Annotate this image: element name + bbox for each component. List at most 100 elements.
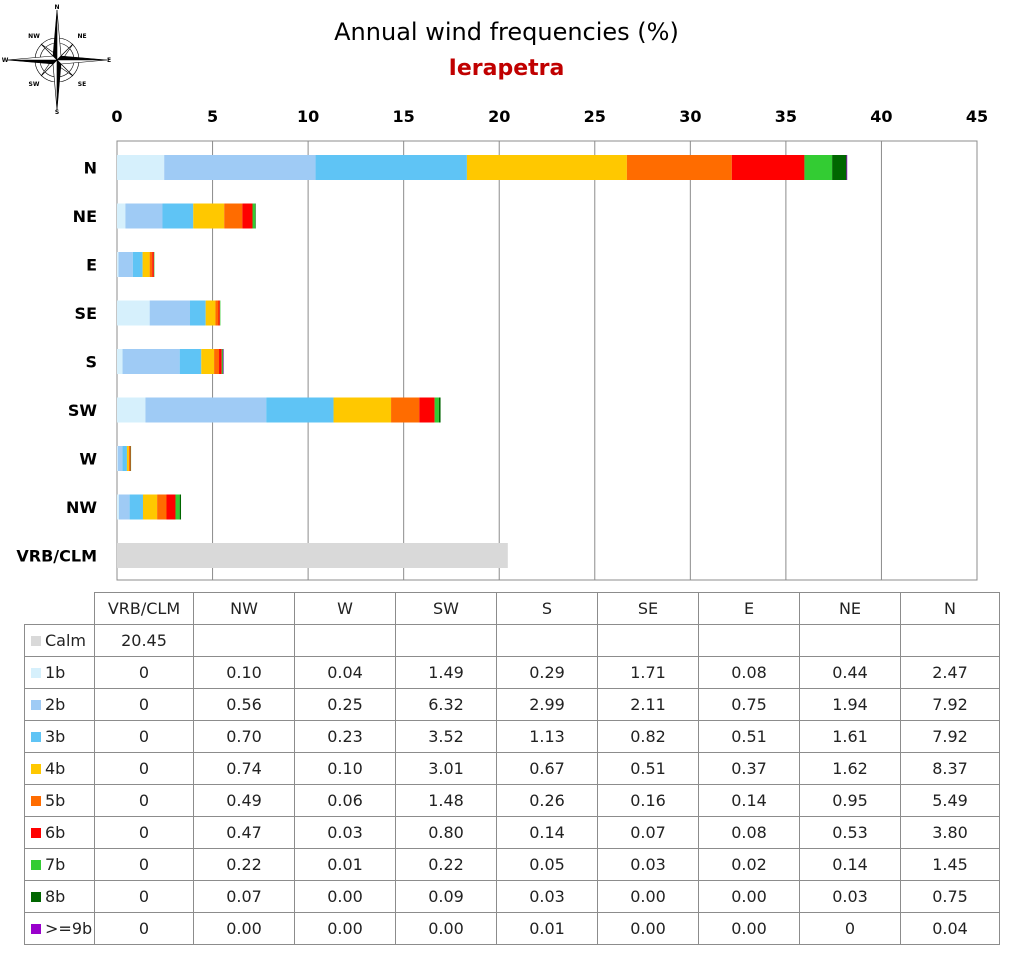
bar-segment [222,349,224,374]
table-cell: 1.48 [395,784,497,817]
table-cell: 1.45 [900,848,1000,881]
bar-segment [129,446,131,471]
table-cell: 0.00 [597,880,699,913]
legend-swatch [31,923,41,934]
table-cell: 0.10 [294,752,396,785]
table-row-header: 7b [24,848,95,881]
table-cell: 0.07 [193,880,295,913]
table-cell: 0 [94,688,194,721]
table-cell: 3.80 [900,816,1000,849]
table-cell: 0.75 [900,880,1000,913]
table-cell: 3.52 [395,720,497,753]
bar-segment [117,155,165,180]
bar-segment [215,300,219,326]
table-cell: 1.62 [799,752,901,785]
table-row-header: >=9b [24,912,95,945]
bar-segment [419,397,435,423]
bar-segment [434,397,439,423]
bar-segment [166,494,176,520]
table-cell: 0 [94,880,194,913]
bar-segment [153,252,155,277]
table-cell: 0.70 [193,720,295,753]
table-cell: 0.03 [597,848,699,881]
bar-segment [224,203,243,229]
bar-segment [255,203,256,229]
table-row: 8b 0 0.07 0.00 0.09 0.03 0.00 0.00 0.03 0.75 [24,880,1000,913]
legend-label: 3b [45,727,66,746]
bar-segment [193,203,225,229]
table-column-header: W [294,592,396,625]
compass-rose-icon: N NE E SE S SW W NW [2,4,111,114]
bar-segment [149,252,153,277]
table-cell: 0 [94,912,194,945]
table-row: 3b 0 0.70 0.23 3.52 1.13 0.82 0.51 1.61 7.92 [24,720,1000,753]
bar-segment [175,494,180,520]
table-cell: 0.08 [698,816,800,849]
legend-swatch [31,763,41,774]
table-cell: 1.71 [597,656,699,689]
table-cell: 1.13 [496,720,598,753]
table-cell: 0.26 [496,784,598,817]
table-row: 4b 0 0.74 0.10 3.01 0.67 0.51 0.37 1.62 8.37 [24,752,1000,785]
table-cell: 0.44 [799,656,901,689]
bar-segment [157,494,167,520]
table-cell: 7.92 [900,688,1000,721]
bar-segment [179,349,202,374]
bar-segment [129,494,143,520]
table-cell: 0.16 [597,784,699,817]
bar-segment [218,300,220,326]
category-label: W [79,450,97,469]
table-column-header: VRB/CLM [94,592,194,625]
table-cell: 0.06 [294,784,396,817]
legend-swatch [31,859,41,870]
bar-segment [162,203,194,229]
bar-segment [214,349,220,374]
x-tick-label: 45 [966,107,988,126]
legend-swatch [31,827,41,838]
table-cell: 0.49 [193,784,295,817]
table-cell: 0 [94,848,194,881]
table-cell: 0 [94,720,194,753]
bar-segment [117,203,126,229]
table-cell: 0.82 [597,720,699,753]
table-column-header: N [900,592,1000,625]
table-row: 6b 0 0.47 0.03 0.80 0.14 0.07 0.08 0.53 3.80 [24,816,1000,849]
legend-label: 8b [45,887,66,906]
table-cell: 20.45 [94,624,194,657]
legend-label: 2b [45,695,66,714]
table-cell: 0 [799,912,901,945]
bar-segment [128,446,130,471]
bar-segment [219,300,221,326]
table-cell: 0.01 [294,848,396,881]
table-cell: 0.01 [496,912,598,945]
compass-label-se: SE [78,81,86,88]
table-row: 7b 0 0.22 0.01 0.22 0.05 0.03 0.02 0.14 1.45 [24,848,1000,881]
y-axis-categories: N NE E SE S SW W NW VRB/CLM [16,159,97,566]
table-row-header: 5b [24,784,95,817]
x-tick-label: 0 [111,107,122,126]
x-tick-label: 5 [207,107,218,126]
legend-swatch [31,635,41,646]
bar-segment [125,203,163,229]
stacked-bar-chart: 0 5 10 15 20 25 30 35 40 45 N NE E SE S SW W NW VRB/CLM [16,107,988,581]
bar-segment [315,155,467,180]
table-cell: 0.00 [698,912,800,945]
table-cell: 1.61 [799,720,901,753]
bar-segment [252,203,256,229]
table-cell: 0.00 [294,880,396,913]
bar-segment [117,397,146,423]
category-label: N [84,159,97,178]
compass-label-w: W [2,57,9,64]
x-tick-label: 35 [775,107,797,126]
table-cell: 0.51 [698,720,800,753]
table-row-header: 8b [24,880,95,913]
table-cell: 0.04 [900,912,1000,945]
legend-label: 6b [45,823,66,842]
table-row: 5b 0 0.49 0.06 1.48 0.26 0.16 0.14 0.95 5.49 [24,784,1000,817]
x-tick-label: 20 [488,107,510,126]
table-cell: 0.53 [799,816,901,849]
bar-segment [179,494,182,520]
legend-label: Calm [45,631,87,650]
table-cell [799,624,901,657]
legend-label: 1b [45,663,66,682]
